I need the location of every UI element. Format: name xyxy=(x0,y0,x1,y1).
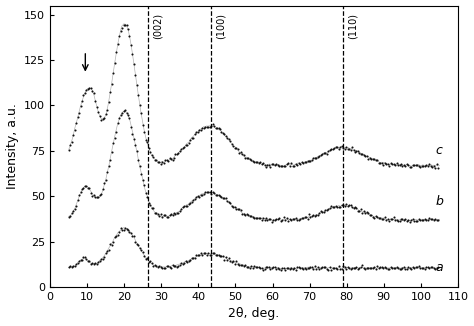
X-axis label: 2θ, deg.: 2θ, deg. xyxy=(228,307,280,320)
Text: a: a xyxy=(436,260,443,274)
Y-axis label: Intensity, a.u.: Intensity, a.u. xyxy=(6,103,18,189)
Text: (002): (002) xyxy=(153,13,163,39)
Text: c: c xyxy=(436,144,443,157)
Text: (100): (100) xyxy=(216,13,226,39)
Text: (110): (110) xyxy=(347,13,357,39)
Text: b: b xyxy=(436,195,444,208)
